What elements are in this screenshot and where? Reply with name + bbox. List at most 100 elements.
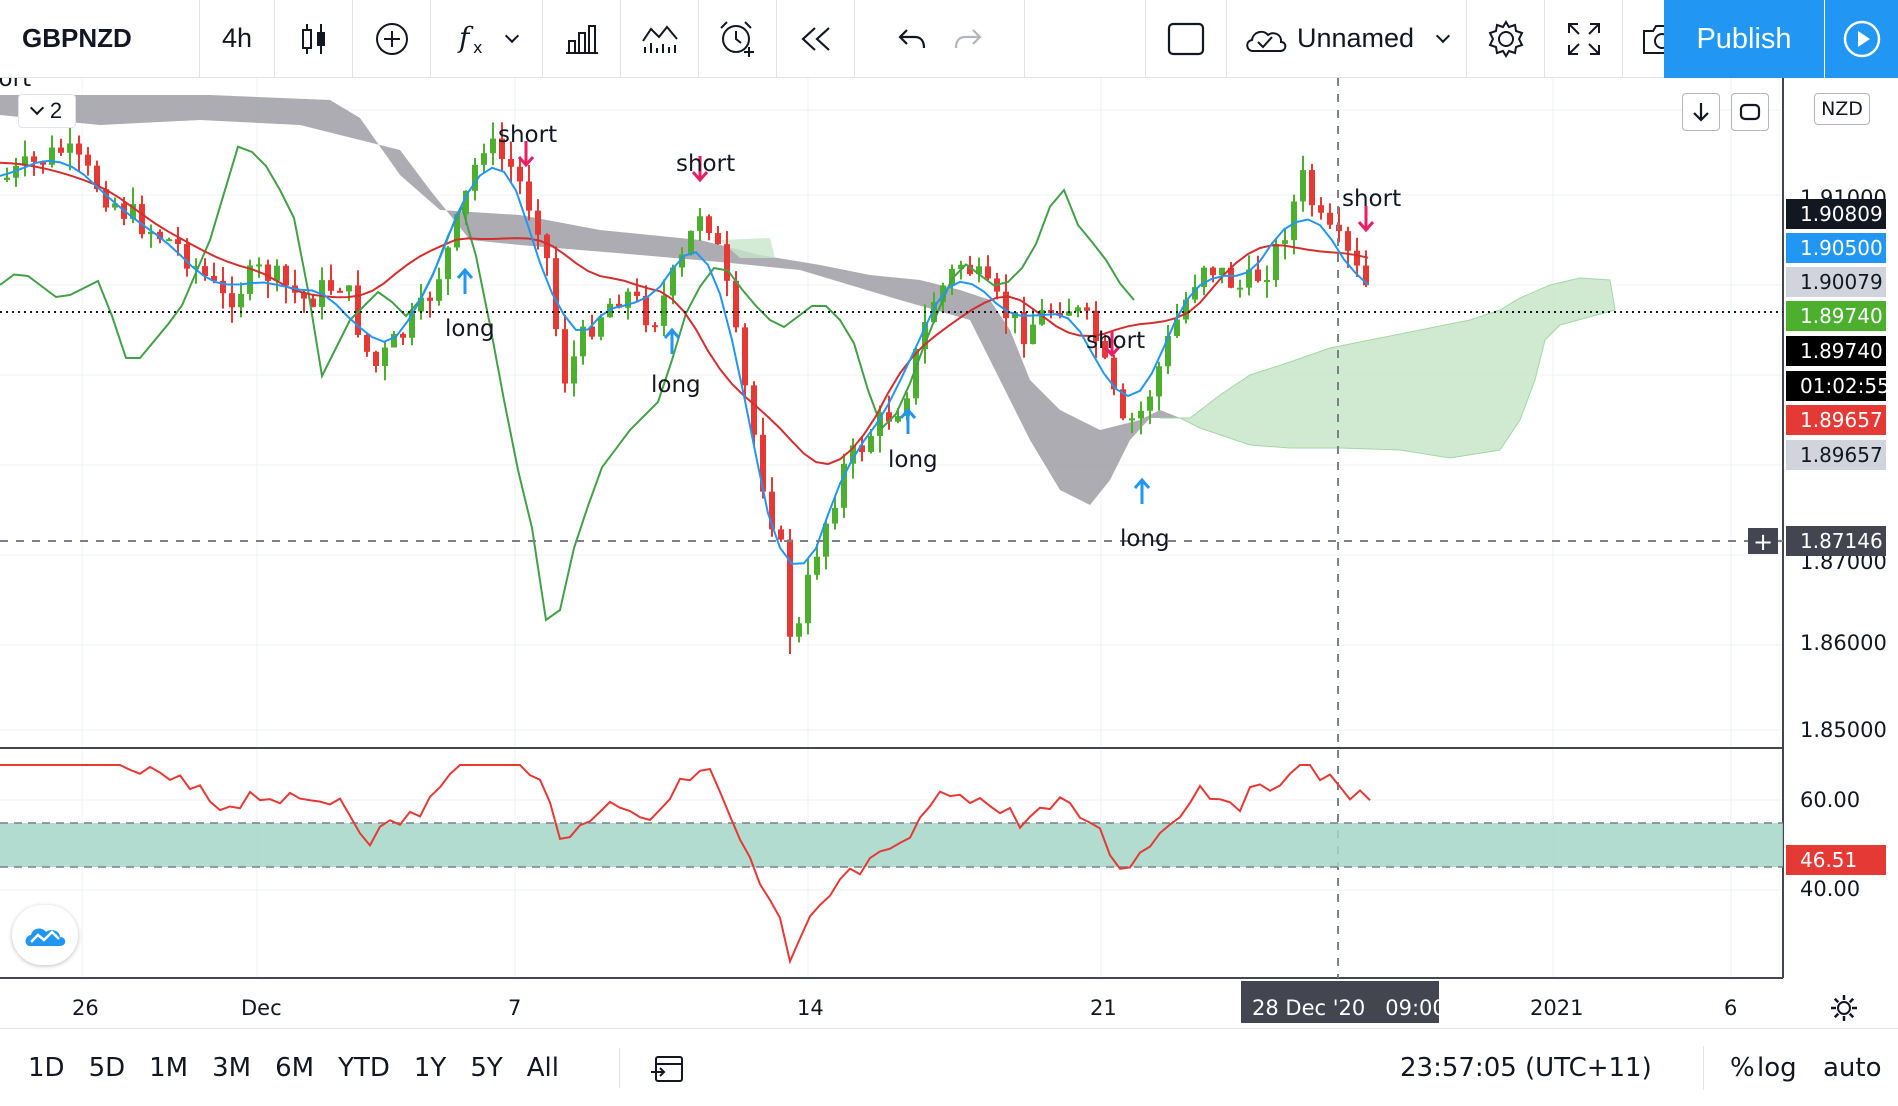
chart-canvas[interactable]: +: [0, 0, 1898, 1028]
range-6m[interactable]: 6M: [275, 1052, 315, 1083]
save-layout-button[interactable]: Unnamed: [1227, 0, 1467, 78]
alert-button[interactable]: [699, 0, 777, 78]
candle-body: [301, 292, 307, 299]
candle-body: [1030, 324, 1036, 345]
range-ytd[interactable]: YTD: [338, 1052, 390, 1083]
log-scale-button[interactable]: log: [1757, 1053, 1797, 1083]
crosshair-plus-icon[interactable]: +: [1753, 528, 1773, 556]
fullscreen-button[interactable]: [1545, 0, 1623, 78]
candle-body: [337, 290, 343, 293]
candle-body: [166, 239, 172, 242]
crosshair-add-button[interactable]: [1748, 528, 1778, 554]
publish-button[interactable]: Publish: [1664, 0, 1824, 78]
candle-body: [886, 412, 892, 422]
bar-countdown: 01:02:55: [1786, 371, 1890, 401]
candle-body: [346, 285, 352, 292]
candle-body: [751, 385, 757, 435]
candle-body: [1363, 265, 1369, 286]
layout-select-button[interactable]: [1145, 0, 1227, 78]
range-1m[interactable]: 1M: [149, 1052, 189, 1083]
ichimoku-cloud-bullish-early: [720, 238, 775, 258]
candle-body: [697, 216, 703, 231]
play-button[interactable]: [1825, 0, 1898, 78]
timezone-button[interactable]: 23:57:05 (UTC+11): [1400, 1053, 1652, 1083]
candle-body: [1354, 250, 1360, 266]
candle-body: [274, 265, 280, 281]
reset-scale-button[interactable]: [1731, 93, 1769, 131]
candle-body: [1345, 231, 1351, 251]
scroll-to-latest-button[interactable]: [1682, 93, 1720, 131]
signal-arrow-up: [1133, 477, 1151, 504]
bottom-toolbar: 1D 5D 1M 3M 6M YTD 1Y 5Y All 23:57:05 (U…: [0, 1028, 1898, 1106]
tradingview-logo[interactable]: [12, 905, 78, 965]
cloud-logo-icon: [25, 928, 66, 946]
axis-settings-button[interactable]: [1826, 990, 1862, 1026]
candle-body: [526, 181, 532, 211]
candle-body: [112, 203, 118, 208]
price-label-tenkan: 1.90500: [1786, 233, 1886, 263]
candle-body: [850, 445, 856, 464]
candle-body: [571, 356, 577, 384]
candle-body: [985, 266, 991, 279]
rsi-value-label: 46.51: [1786, 845, 1886, 875]
range-5d[interactable]: 5D: [88, 1052, 126, 1083]
candle-body: [796, 623, 802, 637]
candle-body: [472, 164, 478, 191]
interval-button[interactable]: 4h: [200, 0, 275, 78]
candle-body: [517, 166, 523, 182]
undo-icon[interactable]: [897, 26, 927, 52]
redo-icon[interactable]: [953, 26, 983, 52]
candle-body: [868, 435, 874, 452]
range-5y[interactable]: 5Y: [470, 1052, 503, 1083]
templates-button[interactable]: [621, 0, 699, 78]
arrow-down-icon: [1693, 103, 1709, 122]
candle-body: [4, 177, 10, 180]
candle-body: [157, 231, 163, 240]
candle-body: [652, 325, 658, 328]
candle-body: [220, 280, 226, 294]
candle-body: [436, 279, 442, 301]
candle-body: [706, 216, 712, 234]
candle-body: [481, 153, 487, 165]
candle-body: [247, 265, 253, 294]
range-1y[interactable]: 1Y: [413, 1052, 447, 1083]
symbol-search-button[interactable]: GBPNZD: [0, 0, 200, 78]
candle-body: [1219, 267, 1225, 276]
legend-toggle[interactable]: 2: [18, 94, 76, 128]
kijun-sen-line: [0, 161, 1369, 466]
chart-settings-button[interactable]: [1467, 0, 1545, 78]
candle-body: [1021, 312, 1027, 345]
chart-type-button[interactable]: [275, 0, 353, 78]
calendar-goto-icon: [650, 1055, 683, 1082]
range-1d[interactable]: 1D: [28, 1052, 65, 1083]
candle-body: [454, 214, 460, 248]
bar-chart-icon: [565, 24, 598, 54]
bar-replay-button[interactable]: [777, 0, 855, 78]
candle-body: [1057, 312, 1063, 316]
signal-label-long-4: long: [1120, 526, 1170, 552]
compare-symbol-button[interactable]: [353, 0, 431, 78]
candle-body: [679, 254, 685, 268]
candle-body: [931, 302, 937, 323]
currency-badge[interactable]: NZD: [1814, 93, 1870, 125]
range-3m[interactable]: 3M: [212, 1052, 252, 1083]
financials-button[interactable]: [543, 0, 621, 78]
gear-icon: [1831, 995, 1857, 1021]
candle-body: [193, 266, 199, 269]
candles-icon: [301, 23, 325, 54]
range-all[interactable]: All: [526, 1052, 559, 1083]
signal-label-short-4: short: [1086, 328, 1146, 354]
candle-body: [913, 348, 919, 399]
candle-body: [589, 326, 595, 337]
percent-scale-button[interactable]: %: [1703, 1046, 1755, 1090]
candle-body: [1183, 299, 1189, 320]
signal-arrow-up: [456, 267, 474, 294]
auto-scale-button[interactable]: auto: [1823, 1053, 1882, 1083]
candle-body: [1273, 243, 1279, 280]
candle-body: [958, 264, 964, 269]
gear-icon: [1488, 19, 1523, 58]
svg-text:x: x: [473, 38, 482, 57]
goto-date-button[interactable]: [618, 1047, 686, 1088]
